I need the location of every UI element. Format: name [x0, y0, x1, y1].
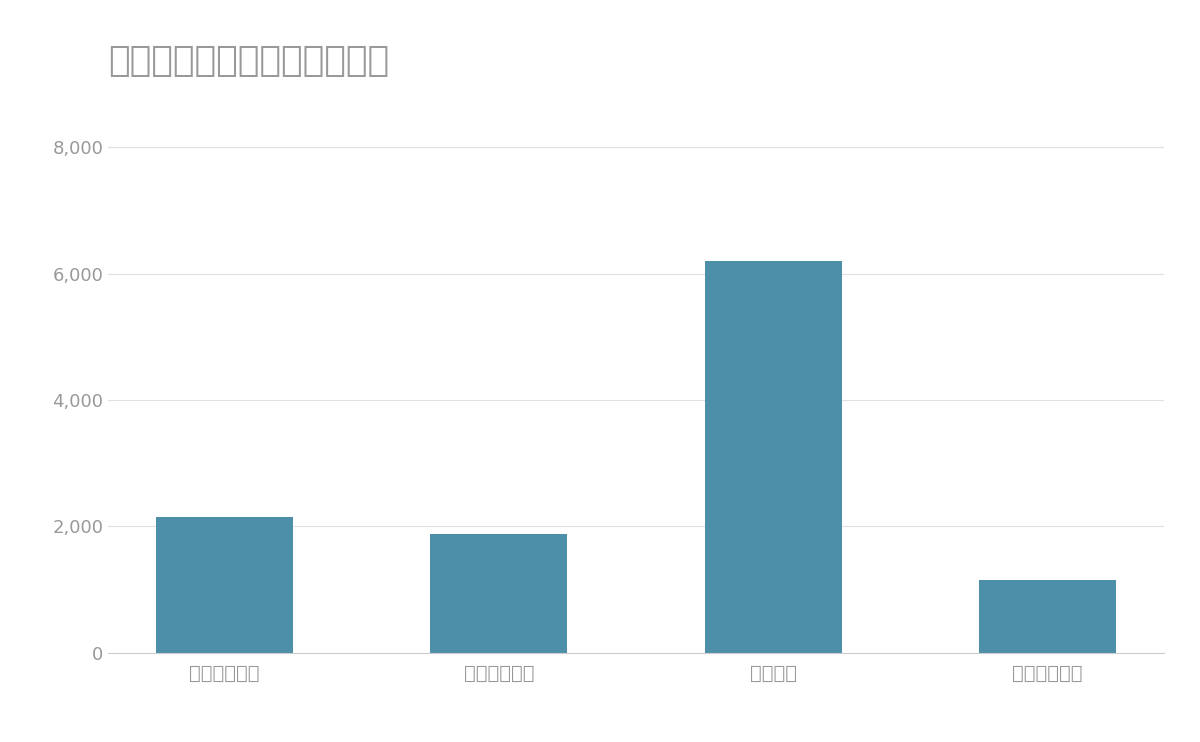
Bar: [431, 534, 568, 653]
Text: 競合含む年間売上高（億円）: 競合含む年間売上高（億円）: [108, 45, 389, 79]
Bar: [979, 580, 1116, 653]
Bar: [156, 517, 293, 653]
Bar: [704, 261, 841, 653]
